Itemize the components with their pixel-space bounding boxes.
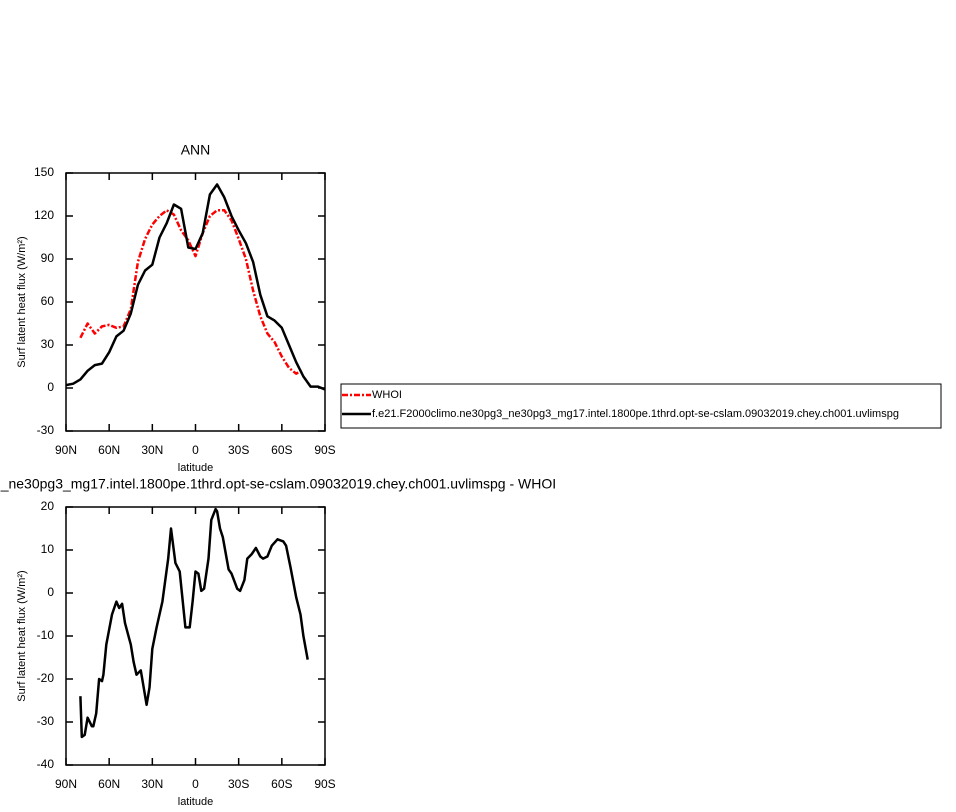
y-tick-label: -30 — [37, 423, 55, 437]
y-tick-label: -10 — [37, 628, 55, 642]
y-tick-label: 20 — [41, 499, 55, 513]
x-tick-label: 30S — [228, 777, 249, 791]
y-tick-label: 30 — [41, 337, 55, 351]
x-tick-label: 90S — [314, 777, 335, 791]
chart-title: f.e21.F2000climo.ne30pg3_ne30pg3_mg17.in… — [0, 476, 556, 492]
x-tick-label: 90S — [314, 443, 335, 457]
x-axis-label: latitude — [178, 796, 213, 808]
x-tick-label: 60S — [271, 443, 292, 457]
x-tick-label: 60N — [98, 777, 120, 791]
y-tick-label: 60 — [41, 294, 55, 308]
x-tick-label: 90N — [55, 443, 77, 457]
legend-label: f.e21.F2000climo.ne30pg3_ne30pg3_mg17.in… — [372, 408, 899, 420]
y-tick-label: -40 — [37, 757, 55, 771]
y-tick-label: 120 — [34, 208, 54, 222]
x-tick-label: 0 — [192, 777, 199, 791]
data-line — [79, 507, 309, 739]
y-tick-label: -20 — [37, 671, 55, 685]
y-tick-label: 10 — [41, 542, 55, 556]
x-tick-label: 30N — [141, 777, 163, 791]
x-tick-label: 0 — [192, 443, 199, 457]
data-line — [65, 183, 326, 391]
x-tick-label: 90N — [55, 777, 77, 791]
x-tick-label: 60S — [271, 777, 292, 791]
y-tick-label: 0 — [47, 380, 54, 394]
y-tick-label: 150 — [34, 165, 54, 179]
x-tick-label: 30S — [228, 443, 249, 457]
chart-title: ANN — [181, 142, 211, 158]
y-tick-label: -30 — [37, 714, 55, 728]
legend-box — [340, 383, 942, 429]
x-tick-label: 30N — [141, 443, 163, 457]
data-line — [79, 209, 305, 375]
x-axis-label: latitude — [178, 462, 213, 474]
y-tick-label: 0 — [47, 585, 54, 599]
y-axis-label: Surf latent heat flux (W/m²) — [16, 570, 28, 701]
y-tick-label: 90 — [41, 251, 55, 265]
legend-label: WHOI — [372, 389, 402, 401]
y-axis-label: Surf latent heat flux (W/m²) — [16, 236, 28, 367]
x-tick-label: 60N — [98, 443, 120, 457]
plot-frame — [65, 506, 326, 766]
plot-frame — [65, 172, 326, 432]
